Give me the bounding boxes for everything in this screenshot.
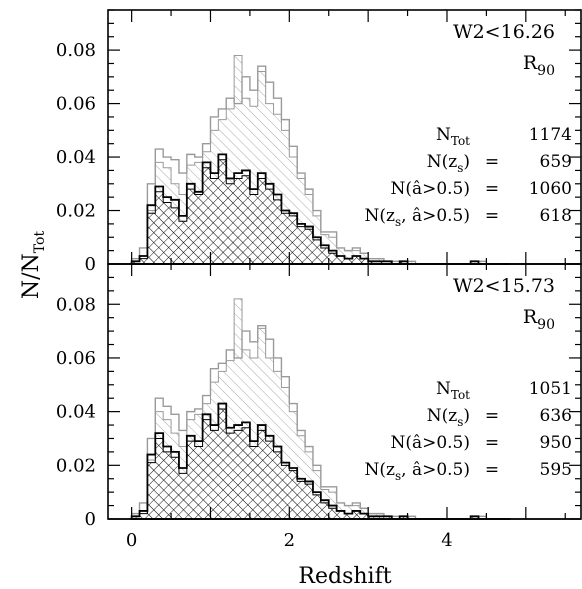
stat-equals: = [485, 406, 499, 426]
panel-title-line2: R90 [523, 306, 555, 333]
panel-title-line1: W2<16.26 [453, 21, 555, 43]
stat-label: N(zs, â>0.5) [365, 206, 471, 229]
stat-equals: = [485, 152, 499, 172]
y-tick-label: 0.06 [56, 94, 96, 115]
shared-axes-labels: Redshift N/NTot [19, 231, 392, 589]
y-axis-title-sub: Tot [32, 231, 48, 254]
stat-value: 1060 [529, 179, 572, 199]
stat-label: NTot [436, 125, 470, 148]
y-tick-label: 0.08 [56, 40, 96, 61]
stat-value: 659 [540, 152, 572, 172]
x-tick-label: 2 [284, 530, 295, 551]
stat-label: NTot [436, 379, 470, 402]
stat-equals: = [485, 460, 499, 480]
stat-label: N(zs) [427, 152, 470, 175]
y-tick-label: 0 [85, 254, 96, 275]
stat-value: 618 [540, 206, 572, 226]
y-axis-title-main: N/N [19, 253, 44, 299]
stat-equals: = [485, 433, 499, 453]
stat-value: 1051 [529, 379, 572, 399]
stat-label: N(â>0.5) [390, 179, 470, 199]
stat-equals: = [485, 179, 499, 199]
stat-label: N(â>0.5) [390, 433, 470, 453]
y-axis-title: N/NTot [19, 231, 48, 300]
stat-value: 595 [540, 460, 572, 480]
y-tick-label: 0 [85, 509, 96, 530]
y-tick-label: 0.02 [56, 455, 96, 476]
stat-label: N(zs) [427, 406, 470, 429]
bottom-panel: 0 0.02 0.04 0.06 0.08 0 2 4 W2<15.73 R90 NTot 1051 N… [56, 263, 582, 551]
y-tick-label: 0.04 [56, 147, 96, 168]
stat-equals: = [485, 206, 499, 226]
stat-value: 950 [540, 433, 572, 453]
y-tick-label: 0.02 [56, 201, 96, 222]
panel-title-line1: W2<15.73 [453, 275, 555, 297]
y-tick-label: 0.06 [56, 348, 96, 369]
top-panel: 0 0.02 0.04 0.06 0.08 W2<16.26 R90 NTot 1174 N(zs… [56, 9, 582, 275]
x-axis-title: Redshift [298, 564, 391, 589]
panel-title-line2: R90 [523, 52, 555, 79]
x-tick-label: 0 [126, 530, 137, 551]
x-tick-label: 4 [441, 530, 452, 551]
stat-label: N(zs, â>0.5) [365, 460, 471, 483]
stat-value: 636 [540, 406, 572, 426]
y-tick-label: 0.08 [56, 294, 96, 315]
y-tick-label: 0.04 [56, 402, 96, 423]
stat-value: 1174 [529, 125, 572, 145]
